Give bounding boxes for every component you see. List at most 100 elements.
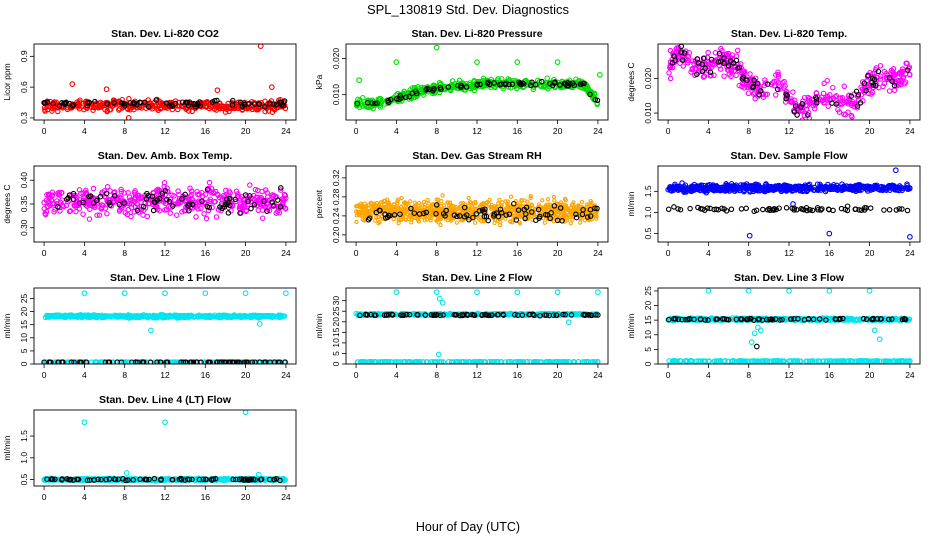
data-point: [871, 76, 878, 83]
data-point: [255, 315, 262, 321]
data-point: [206, 313, 213, 319]
data-point: [393, 96, 400, 102]
outlier-point: [514, 59, 521, 65]
data-point: [366, 203, 371, 208]
data-point: [775, 185, 782, 192]
x-tick-label: 4: [394, 126, 399, 136]
data-point: [413, 93, 420, 100]
data-point: [52, 313, 59, 320]
data-point: [55, 191, 62, 198]
data-point: [591, 211, 597, 216]
data-point: [592, 96, 599, 103]
data-point: [863, 87, 869, 94]
data-point: [751, 208, 757, 215]
data-point: [571, 82, 577, 89]
data-point: [589, 200, 594, 206]
data-point: [466, 216, 472, 223]
x-tick-label: 24: [593, 248, 603, 258]
data-point: [707, 69, 714, 75]
data-point: [822, 188, 829, 195]
panel-1-points: [41, 44, 289, 120]
data-point: [793, 185, 800, 192]
data-point: [847, 183, 854, 189]
data-point: [213, 214, 220, 220]
data-point: [399, 195, 404, 201]
data-point: [125, 190, 131, 196]
data-point: [877, 63, 884, 69]
data-point: [42, 314, 49, 321]
data-point: [117, 206, 123, 213]
x-tick-label: 20: [241, 126, 251, 136]
data-point: [454, 213, 460, 220]
data-point: [768, 186, 775, 192]
series-red: [41, 44, 289, 120]
data-point: [426, 201, 431, 206]
data-point: [270, 203, 277, 209]
data-point: [196, 99, 203, 105]
data-point: [705, 59, 712, 65]
data-point: [687, 205, 693, 212]
data-point: [433, 202, 440, 208]
data-point: [678, 186, 685, 193]
x-tick-label: 4: [82, 126, 87, 136]
data-point: [94, 212, 100, 218]
data-point: [695, 204, 701, 211]
data-point: [873, 183, 880, 190]
data-point: [78, 190, 84, 197]
data-point: [525, 199, 530, 204]
x-tick-label: 16: [825, 248, 835, 258]
data-point: [61, 203, 67, 210]
data-point: [275, 359, 281, 364]
data-point: [881, 207, 887, 213]
data-point: [688, 69, 694, 75]
data-point: [735, 65, 741, 71]
data-point: [192, 101, 198, 108]
data-point: [821, 100, 827, 106]
data-point: [723, 208, 730, 214]
data-point: [388, 96, 394, 103]
outlier-point: [356, 77, 362, 84]
data-point: [517, 203, 523, 208]
x-tick-label: 8: [746, 248, 751, 258]
series-black: [41, 97, 288, 110]
data-point: [442, 213, 448, 219]
data-point: [485, 200, 490, 205]
x-tick-label: 0: [354, 126, 359, 136]
data-point: [128, 213, 134, 220]
data-point: [134, 102, 140, 108]
data-point: [176, 99, 182, 106]
data-point: [64, 313, 70, 320]
data-point: [109, 313, 115, 319]
data-point: [44, 99, 51, 105]
data-point: [805, 186, 812, 192]
x-tick-label: 0: [42, 126, 47, 136]
outlier-point: [474, 59, 480, 65]
data-point: [436, 197, 441, 202]
x-tick-label: 12: [472, 248, 482, 258]
data-point: [188, 196, 195, 202]
data-point: [873, 83, 879, 89]
data-point: [99, 359, 106, 364]
data-point: [818, 207, 824, 213]
data-point: [832, 94, 838, 100]
data-point: [513, 217, 520, 223]
data-point: [775, 71, 781, 78]
data-point: [251, 202, 258, 208]
data-point: [154, 203, 160, 210]
data-point: [594, 205, 600, 212]
data-point: [145, 103, 152, 110]
data-point: [51, 103, 58, 109]
data-point: [544, 206, 549, 211]
data-point: [801, 112, 808, 119]
data-point: [900, 74, 907, 80]
data-point: [582, 85, 588, 92]
data-point: [207, 359, 213, 364]
data-point: [365, 217, 372, 223]
data-point: [132, 194, 139, 201]
data-point: [408, 205, 414, 212]
data-point: [421, 199, 427, 205]
data-point: [414, 90, 420, 97]
data-point: [528, 195, 533, 200]
series-black: [41, 359, 288, 364]
data-point: [156, 207, 163, 214]
